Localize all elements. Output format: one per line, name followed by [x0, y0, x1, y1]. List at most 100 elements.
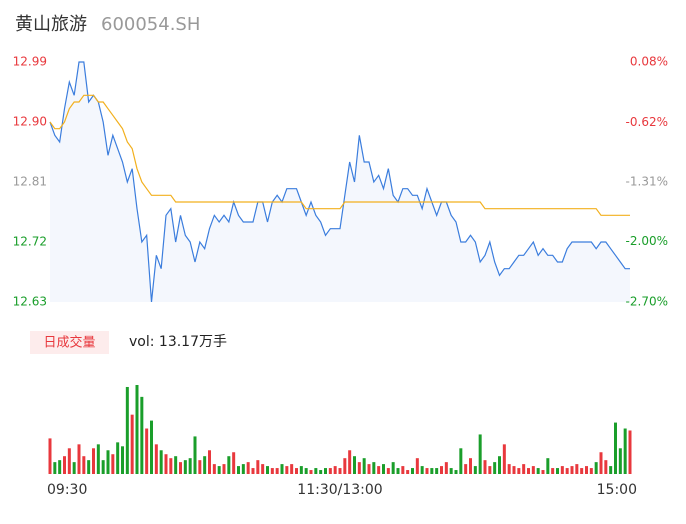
volume-bar: [217, 466, 221, 474]
volume-bar: [469, 458, 472, 474]
volume-bar: [106, 450, 110, 474]
volume-bar: [604, 460, 608, 474]
volume-bar: [498, 456, 501, 474]
volume-bar: [464, 464, 468, 474]
volume-bar: [299, 466, 303, 474]
stock-code: 600054.SH: [101, 14, 200, 35]
volume-bar: [280, 464, 284, 474]
volume-bar: [140, 396, 144, 474]
volume-bar: [406, 470, 410, 474]
volume-bar: [304, 468, 308, 474]
volume-bar: [208, 450, 211, 474]
volume-bar: [53, 462, 57, 474]
volume-bar: [396, 468, 400, 474]
volume-bar: [92, 448, 95, 474]
volume-bar: [101, 460, 105, 474]
volume-bar: [246, 462, 250, 474]
volume-bar: [232, 452, 236, 474]
price-area: [50, 62, 630, 302]
volume-bar: [527, 468, 530, 474]
volume-bar: [377, 466, 381, 474]
volume-bar: [609, 466, 613, 474]
volume-bar: [348, 450, 352, 474]
volume-bar: [237, 466, 240, 474]
volume-bar: [150, 420, 153, 474]
volume-bar: [338, 468, 342, 474]
volume-badge-label: 日成交量: [43, 335, 95, 351]
volume-bar: [362, 458, 366, 474]
volume-bar: [343, 458, 347, 474]
volume-bar: [435, 468, 439, 474]
volume-bar: [411, 468, 414, 474]
volume-bar: [454, 470, 458, 474]
y-tick-label: 12.90: [13, 115, 47, 129]
volume-bar: [130, 414, 134, 474]
volume-bar: [531, 466, 535, 474]
volume-bar: [251, 468, 255, 474]
volume-bar: [319, 470, 323, 474]
volume-bar: [203, 456, 207, 474]
volume-bar: [488, 466, 492, 474]
volume-bar: [116, 442, 120, 474]
volume-bar: [125, 386, 129, 474]
volume-bar: [575, 464, 579, 474]
price-line: [49, 61, 630, 303]
volume-bar: [372, 462, 376, 474]
y-tick-label: 12.63: [13, 295, 47, 309]
volume-bar: [174, 456, 178, 474]
volume-bar: [193, 436, 197, 474]
volume-bar: [493, 462, 497, 474]
volume-bar: [420, 466, 424, 474]
volume-bar: [58, 460, 62, 474]
volume-bar: [614, 422, 617, 474]
volume-bar: [222, 464, 226, 474]
volume-bar: [357, 462, 361, 474]
volume-bar: [580, 468, 584, 474]
volume-bar: [507, 464, 511, 474]
volume-bar: [227, 456, 231, 474]
volume-bar: [77, 444, 81, 474]
volume-bar: [440, 466, 443, 474]
volume-bar: [551, 468, 555, 474]
volume-bar: [512, 466, 516, 474]
volume-bar: [309, 470, 313, 474]
volume-bar: [589, 468, 593, 474]
volume-bar: [628, 430, 632, 474]
volume-bar: [565, 468, 569, 474]
volume-bar: [478, 434, 482, 474]
volume-bar: [290, 464, 294, 474]
volume-bar: [623, 428, 627, 474]
x-tick-label: 09:30: [47, 482, 87, 498]
y2-tick-label: -2.70%: [626, 295, 668, 309]
volume-bar: [473, 466, 477, 474]
volume-bar: [261, 464, 265, 474]
volume-bar: [87, 460, 91, 474]
volume-bar: [353, 456, 356, 474]
volume-bar: [401, 466, 405, 474]
volume-bar: [328, 468, 332, 474]
volume-bar: [241, 464, 245, 474]
volume-bar: [270, 468, 274, 474]
volume-bar: [425, 468, 429, 474]
y2-tick-label: -1.31%: [626, 175, 668, 189]
y2-tick-label: -0.62%: [626, 115, 668, 129]
volume-bar: [333, 466, 337, 474]
volume-bar: [594, 462, 598, 474]
volume-bar: [599, 452, 603, 474]
volume-bar: [198, 460, 202, 474]
volume-bar: [483, 460, 487, 474]
volume-bar: [556, 468, 559, 474]
x-tick-label: 15:00: [597, 482, 637, 498]
volume-bar: [48, 438, 52, 474]
volume-bar: [164, 454, 168, 474]
volume-bar: [382, 464, 385, 474]
volume-bar: [275, 468, 279, 474]
y2-tick-label: -2.00%: [626, 234, 668, 248]
volume-bar: [159, 450, 163, 474]
volume-bar: [212, 464, 216, 474]
volume-bar: [96, 444, 100, 474]
volume-bar: [459, 448, 463, 474]
volume-bar: [285, 466, 289, 474]
y-tick-label: 12.99: [13, 55, 47, 69]
volume-bar: [72, 462, 76, 474]
